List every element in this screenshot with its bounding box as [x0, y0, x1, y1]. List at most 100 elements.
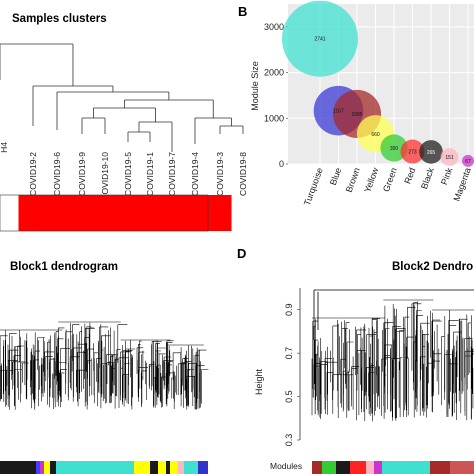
module-bubble — [282, 0, 358, 77]
x-tick-label: Blue — [328, 166, 344, 186]
bubble-value-label: 67 — [465, 159, 471, 165]
sample-label: COVID19-8 — [238, 152, 248, 196]
bubble-value-label: 2741 — [314, 37, 325, 43]
module-bubble — [440, 148, 459, 167]
trait-cell — [93, 195, 117, 231]
trait-cell — [45, 195, 70, 231]
bubble-value-label: 151 — [445, 155, 454, 161]
x-tick-label: Turquoise — [302, 166, 325, 207]
panel-d-y-axis-label: Height — [254, 368, 264, 395]
module-color-cell — [134, 461, 150, 474]
bubble-value-label: 350 — [390, 146, 399, 152]
module-color-cell — [322, 461, 336, 474]
sample-label: COVID19-2 — [28, 152, 38, 196]
sample-label: COVID19-7 — [167, 152, 177, 196]
trait-cell — [69, 195, 94, 231]
x-tick-label: Magenta — [452, 166, 473, 202]
sample-label: COVID19-9 — [77, 152, 87, 196]
x-tick-label: Red — [402, 166, 417, 185]
module-color-cell — [336, 461, 350, 474]
sample-label: COVID19-3 — [215, 152, 225, 196]
bubble-value-label: 273 — [408, 150, 417, 156]
sample-label: COVID19-10 — [100, 152, 110, 201]
module-color-cell — [374, 461, 382, 474]
module-color-cell — [450, 461, 474, 474]
module-bubble — [380, 134, 408, 162]
module-color-cell — [158, 461, 166, 474]
bubble-value-label: 660 — [371, 132, 380, 138]
trait-cell — [161, 195, 184, 231]
module-color-cell — [40, 461, 44, 474]
panel-b-module-size: B 0 1000 2000 3000 Module Size 2741 1167 1095… — [238, 0, 474, 207]
sample-dendrogram — [0, 43, 244, 152]
module-color-cell — [36, 461, 40, 474]
y-tick-label: 0.9 — [284, 303, 294, 316]
trait-cell — [183, 195, 208, 231]
x-tick-label: Green — [381, 166, 399, 193]
x-tick-label: Yellow — [362, 166, 380, 194]
module-color-cell — [56, 461, 134, 474]
sample-label: H4 — [0, 142, 9, 153]
sample-label: COVID19-5 — [123, 152, 133, 196]
trait-cell — [207, 195, 232, 231]
dendrogram-top-branches — [313, 289, 474, 340]
y-tick-label: 0 — [279, 159, 284, 169]
panel-c-title: Block1 dendrogram — [10, 261, 118, 273]
module-color-cell — [44, 461, 50, 474]
module-color-cell — [150, 461, 158, 474]
panel-letter-d: D — [237, 246, 246, 261]
module-color-cell — [366, 461, 374, 474]
panel-a-samples-clusters: Samples clusters H4 COVID19-2 COVID19-6 COV… — [0, 13, 248, 232]
trait-cell — [18, 195, 45, 231]
sample-label: COVID19-6 — [52, 152, 62, 196]
bubble-value-label: 1095 — [351, 112, 362, 118]
trait-cell — [116, 195, 139, 231]
module-color-cell — [184, 461, 198, 474]
block1-module-color-bar — [0, 461, 208, 474]
trait-bar-border — [0, 194, 209, 232]
y-tick-label: 1000 — [264, 113, 284, 123]
panel-d-y-ticks: 0.3 0.5 0.7 0.9 — [284, 303, 300, 446]
y-tick-label: 0.7 — [284, 347, 294, 360]
panel-b-y-axis-label: Module Size — [250, 61, 260, 111]
bubble-value-label: 1167 — [333, 109, 344, 115]
module-color-cell — [50, 461, 56, 474]
x-tick-label: Pink — [439, 166, 455, 186]
panel-d-block2-dendrogram: D Block2 Dendro 0.3 0.5 0.7 0.9 Height Modu… — [237, 246, 474, 474]
block1-gene-dendrogram — [0, 321, 209, 410]
y-tick-label: 0.5 — [284, 390, 294, 403]
module-color-cell — [312, 461, 322, 474]
trait-color-bar — [0, 194, 232, 232]
block2-gene-dendrogram — [311, 289, 474, 422]
module-color-cell — [430, 461, 450, 474]
module-bubble — [400, 139, 425, 164]
x-tick-label: Black — [419, 166, 436, 191]
module-size-bubbles: 2741 1167 1095 660 350 273 265 151 67 — [282, 0, 474, 167]
module-color-cell — [350, 461, 366, 474]
panel-d-title: Block2 Dendro — [392, 261, 473, 273]
module-bubble — [462, 154, 474, 167]
y-tick-label: 3000 — [264, 22, 284, 32]
y-tick-label: 0.3 — [284, 434, 294, 447]
panel-b-x-tick-labels: Turquoise Blue Brown Yellow Green Red Black Pin… — [302, 166, 473, 207]
module-color-cell — [0, 461, 36, 474]
panel-c-block1-dendrogram: Block1 dendrogram — [0, 261, 209, 474]
module-color-cell — [382, 461, 430, 474]
panel-d-modules-label: Modules — [270, 461, 302, 471]
y-tick-label: 2000 — [264, 68, 284, 78]
trait-cell — [139, 195, 161, 231]
panel-letter-b: B — [238, 4, 247, 19]
module-color-cell — [198, 461, 208, 474]
module-color-cell — [166, 461, 170, 474]
bubble-value-label: 265 — [427, 150, 436, 156]
module-bubble — [419, 140, 443, 164]
trait-cell — [0, 195, 19, 231]
panel-a-title: Samples clusters — [12, 13, 107, 25]
dendrogram-branches — [311, 299, 474, 422]
x-tick-label: Brown — [344, 166, 362, 193]
sample-label: COVID19-4 — [190, 152, 200, 196]
block2-module-color-bar — [312, 461, 474, 474]
sample-labels: H4 COVID19-2 COVID19-6 COVID19-9 COVID19-10 C… — [0, 142, 248, 201]
module-color-cell — [178, 461, 184, 474]
